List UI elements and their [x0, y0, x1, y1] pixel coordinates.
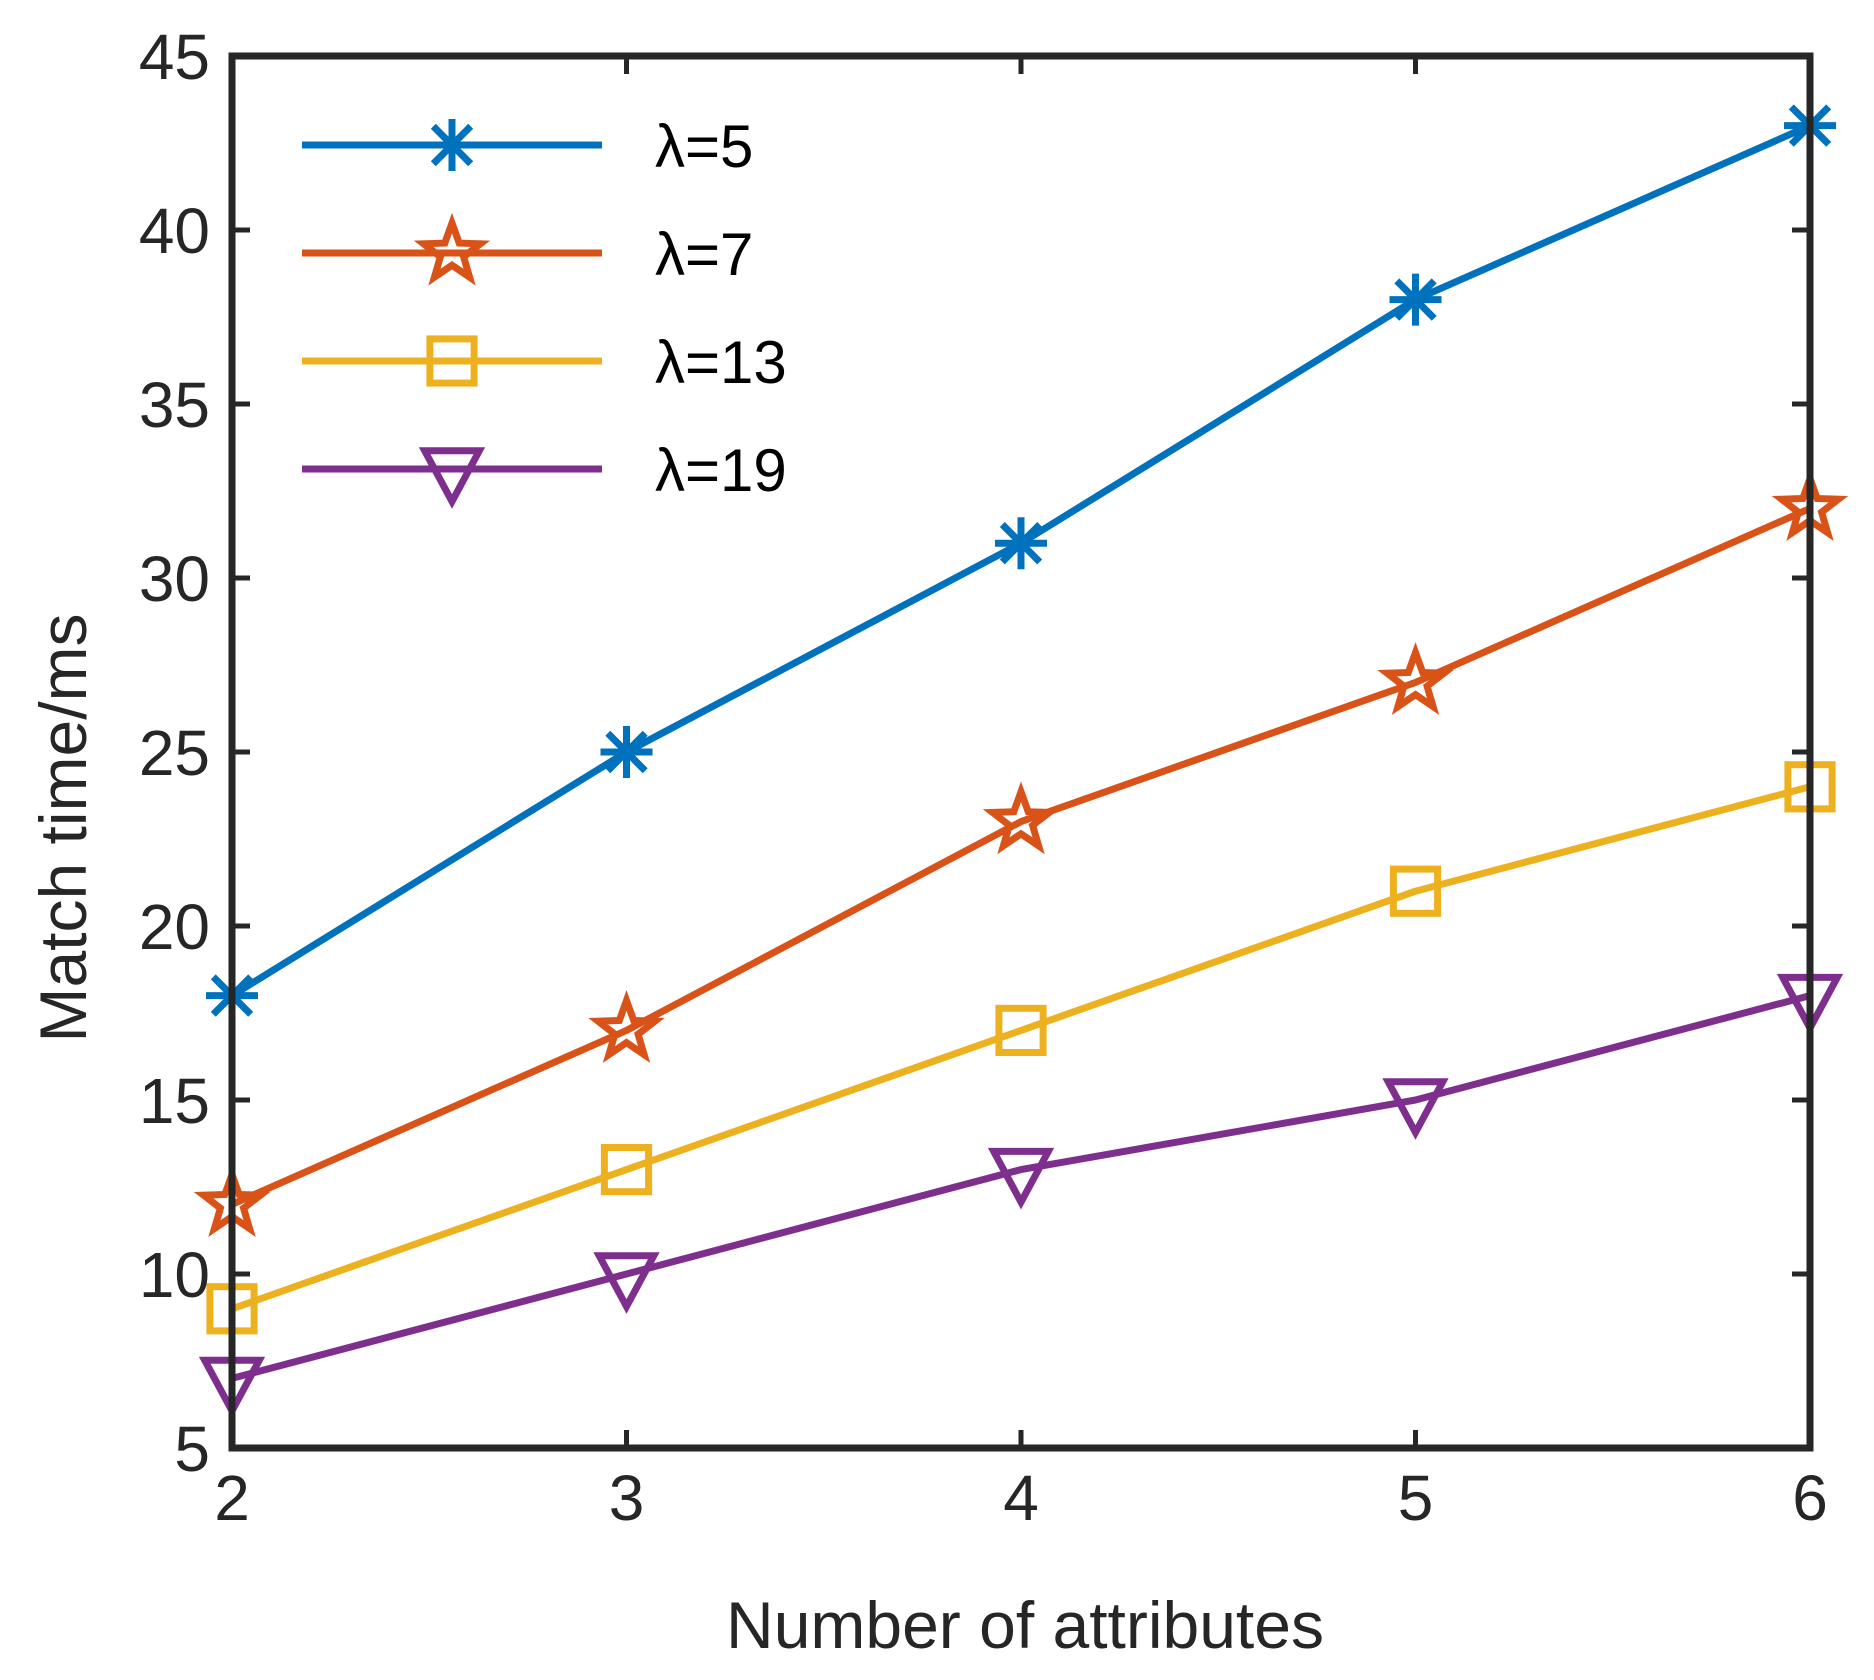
y-tick-label: 5 — [174, 1413, 210, 1485]
legend-item: λ=7 — [302, 212, 753, 288]
y-tick-label: 20 — [139, 891, 210, 963]
data-point-asterisk — [995, 517, 1047, 570]
series-line — [230, 505, 1812, 1208]
legend: λ=5 λ=7 λ=13 λ=19 — [302, 113, 787, 509]
data-point-star — [982, 781, 1060, 855]
x-tick-label: 6 — [1792, 1462, 1828, 1534]
x-tick-label: 5 — [1398, 1462, 1434, 1534]
data-point-asterisk — [600, 726, 653, 778]
legend-label: λ=5 — [655, 113, 753, 180]
x-tick-label: 3 — [609, 1462, 645, 1534]
legend-label: λ=7 — [655, 221, 753, 288]
series-line — [231, 992, 1811, 1382]
y-tick-label: 45 — [139, 21, 210, 93]
data-point-triangle-down — [1382, 1078, 1449, 1140]
series-2 — [193, 468, 1849, 1238]
x-tick-label: 4 — [1003, 1462, 1039, 1534]
series-layer — [193, 99, 1849, 1419]
series-1 — [206, 99, 1836, 1022]
data-point-triangle-down — [418, 447, 486, 509]
series-line — [230, 783, 1811, 1313]
y-tick-label: 15 — [139, 1065, 210, 1137]
y-tick-label: 35 — [139, 369, 210, 441]
legend-item: λ=13 — [302, 329, 787, 396]
data-point-square — [600, 1144, 653, 1196]
legend-item: λ=19 — [302, 437, 787, 509]
legend-label: λ=13 — [655, 329, 787, 396]
legend-label: λ=19 — [655, 437, 787, 504]
data-point-triangle-down — [593, 1252, 660, 1314]
data-point-star — [1377, 642, 1454, 716]
data-point-square — [426, 335, 478, 387]
data-point-triangle-down — [987, 1147, 1055, 1210]
data-point-square — [1389, 865, 1442, 917]
series-4 — [198, 973, 1844, 1419]
data-point-star — [588, 990, 665, 1064]
data-point-asterisk — [1389, 273, 1442, 326]
data-point-square — [995, 1004, 1047, 1056]
y-tick-label: 30 — [139, 543, 210, 615]
legend-item: λ=5 — [302, 113, 753, 180]
y-tick-label: 25 — [139, 717, 210, 789]
y-axis-label: Match time/ms — [26, 613, 100, 1042]
x-axis-label: Number of attributes — [726, 1588, 1324, 1662]
y-tick-label: 40 — [139, 195, 210, 267]
series-3 — [206, 761, 1836, 1335]
data-point-star — [413, 212, 491, 286]
x-tick-label: 2 — [214, 1462, 250, 1534]
data-point-asterisk — [426, 119, 478, 171]
y-tick-label: 10 — [139, 1239, 210, 1311]
